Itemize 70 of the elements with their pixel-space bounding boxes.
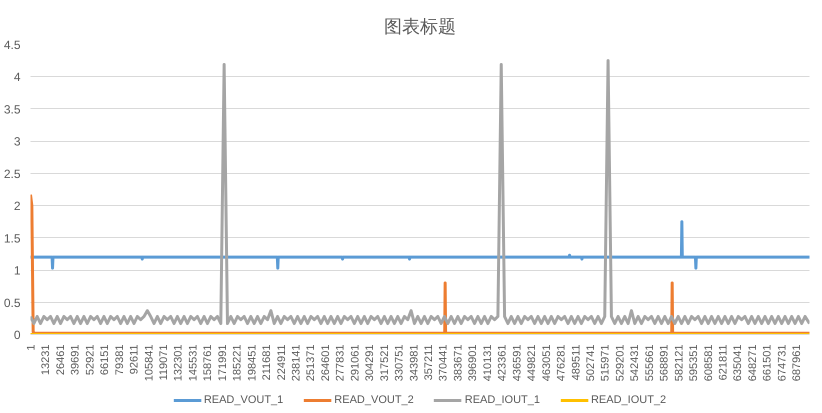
y-tick-label: 4.5 xyxy=(4,38,21,52)
x-tick-label: 13231 xyxy=(40,344,52,376)
x-tick-label: 277831 xyxy=(334,344,347,382)
x-tick-label: 52921 xyxy=(84,344,96,376)
x-tick-label: 410131 xyxy=(482,344,494,382)
x-tick-label: 224911 xyxy=(276,344,288,380)
x-tick-label: 251371 xyxy=(305,344,318,382)
x-tick-label: 79381 xyxy=(114,344,126,376)
x-tick-label: 158761 xyxy=(202,344,214,382)
x-tick-label: 357211 xyxy=(423,344,436,380)
x-tick-label: 198451 xyxy=(246,344,258,382)
x-tick-label: 1 xyxy=(26,344,38,351)
x-tick-label: 132301 xyxy=(172,344,185,382)
x-tick-label: 502741 xyxy=(584,344,597,382)
x-tick-label: 39691 xyxy=(70,344,82,376)
x-tick-label: 674731 xyxy=(776,344,788,382)
x-tick-label: 436591 xyxy=(511,344,524,382)
x-tick-label: 66151 xyxy=(99,344,112,376)
x-tick-label: 317521 xyxy=(378,344,391,382)
x-tick-label: 608581 xyxy=(702,344,715,382)
x-tick-label: 529201 xyxy=(614,344,626,382)
line-series xyxy=(30,220,810,270)
x-tick-label: 396901 xyxy=(467,344,480,382)
x-tick-label: 582121 xyxy=(673,344,686,382)
y-tick-label: 3.5 xyxy=(4,102,21,116)
x-tick-label: 330751 xyxy=(394,344,406,382)
x-tick-label: 185221 xyxy=(232,344,244,382)
x-tick-label: 264601 xyxy=(320,344,332,382)
y-tick-label: 1 xyxy=(14,264,21,278)
x-tick-label: 449821 xyxy=(526,344,538,382)
x-tick-label: 621811 xyxy=(717,344,730,380)
legend-label: READ_VOUT_2 xyxy=(334,394,414,406)
x-tick-label: 635041 xyxy=(732,344,744,382)
x-tick-label: 145531 xyxy=(187,344,200,382)
y-tick-label: 0 xyxy=(14,328,21,342)
x-tick-label: 291061 xyxy=(349,344,362,382)
x-tick-label: 119071 xyxy=(158,344,170,380)
x-tick-label: 211681 xyxy=(261,344,274,380)
legend-label: READ_IOUT_1 xyxy=(464,394,540,406)
y-tick-label: 4 xyxy=(14,70,21,84)
x-tick-label: 383671 xyxy=(452,344,464,382)
x-tick-label: 463051 xyxy=(540,344,553,382)
x-tick-label: 238141 xyxy=(290,344,303,382)
x-tick-label: 343981 xyxy=(408,344,420,382)
x-tick-label: 171991 xyxy=(216,344,229,382)
x-tick-label: 92611 xyxy=(128,344,141,374)
x-tick-label: 105841 xyxy=(143,344,156,382)
x-tick-label: 423361 xyxy=(496,344,509,382)
y-tick-label: 0.5 xyxy=(4,296,21,310)
x-tick-label: 489511 xyxy=(570,344,582,380)
line-series xyxy=(30,59,810,326)
x-tick-label: 304291 xyxy=(364,344,376,382)
x-tick-label: 687961 xyxy=(791,344,804,382)
y-tick-label: 2.5 xyxy=(4,166,21,181)
chart-title: 图表标题 xyxy=(384,16,456,38)
x-tick-label: 595351 xyxy=(688,344,700,382)
legend-label: READ_VOUT_1 xyxy=(204,394,284,406)
y-tick-label: 1.5 xyxy=(4,231,21,246)
legend-label: READ_IOUT_2 xyxy=(590,394,666,406)
x-tick-label: 555661 xyxy=(644,344,656,382)
x-tick-label: 370441 xyxy=(438,344,450,382)
x-tick-label: 648271 xyxy=(746,344,759,382)
x-tick-label: 476281 xyxy=(556,344,568,382)
x-tick-label: 26461 xyxy=(54,344,67,376)
x-tick-label: 568891 xyxy=(658,344,671,382)
y-tick-label: 2 xyxy=(14,199,21,214)
x-tick-label: 661501 xyxy=(762,344,774,382)
x-tick-label: 542431 xyxy=(629,344,642,382)
y-tick-label: 3 xyxy=(14,134,21,149)
x-tick-label: 515971 xyxy=(600,344,612,382)
